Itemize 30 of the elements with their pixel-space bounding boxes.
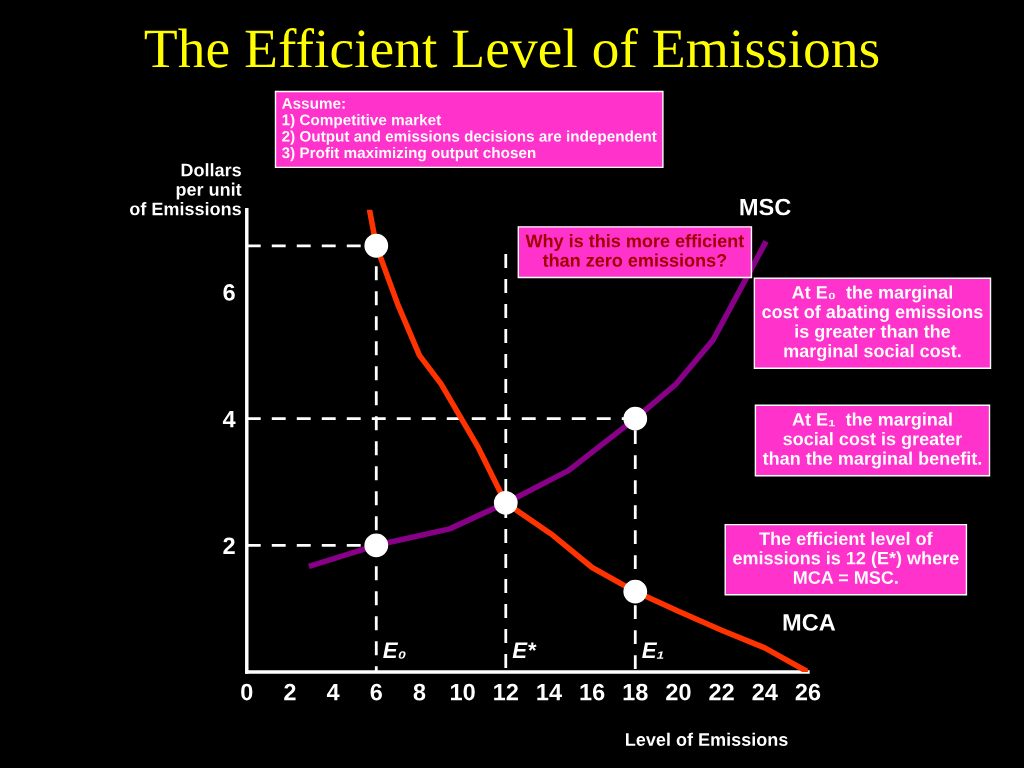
annotation: The efficient level of emissions is 12 (E*) where MCA = MSC. [733, 531, 959, 584]
y-tick-label: 2 [223, 537, 235, 554]
x-tick-label: 14 [537, 683, 562, 701]
x-tick-label: 20 [666, 683, 691, 701]
annotation: Why is this more efficient than zero emissions? [525, 234, 745, 267]
x-tick-label: 2 [284, 683, 296, 701]
y-axis-title: Dollars per unit of Emissions [130, 163, 242, 216]
x-tick-label: 12 [494, 683, 518, 701]
x-tick-label: 24 [752, 683, 778, 701]
annotation: E₀ [383, 642, 406, 659]
annotation: At E₀ the marginal cost of abating emissions is greater than the marginal social cost. [762, 285, 983, 361]
x-tick-label: 6 [370, 683, 382, 701]
series-label: MCA [783, 614, 836, 631]
chart-title: The Efficient Level of Emissions [144, 28, 879, 68]
annotation: E* [512, 642, 537, 658]
x-tick-label: 10 [450, 683, 475, 701]
x-tick-label: 22 [709, 683, 734, 701]
annotation: E₁ [642, 642, 664, 659]
text: Assume: 1) Competitive market 2) Output and emissions decisions are independent 3) Profit maximizing output chosen [281, 98, 657, 162]
y-tick-label: 4 [222, 410, 236, 428]
series-label: MSC [740, 198, 791, 216]
x-tick-label: 16 [580, 683, 605, 701]
x-tick-label: 18 [623, 683, 648, 701]
x-tick-label: 26 [795, 683, 821, 701]
y-tick-label: 6 [223, 284, 235, 301]
x-axis-title: Level of Emissions [625, 732, 788, 746]
x-tick-label: 0 [241, 683, 253, 701]
annotation: At E₁ the marginal social cost is greater than the marginal benefit. [762, 412, 982, 469]
x-tick-label: 4 [326, 683, 340, 701]
x-tick-label: 8 [413, 683, 426, 701]
